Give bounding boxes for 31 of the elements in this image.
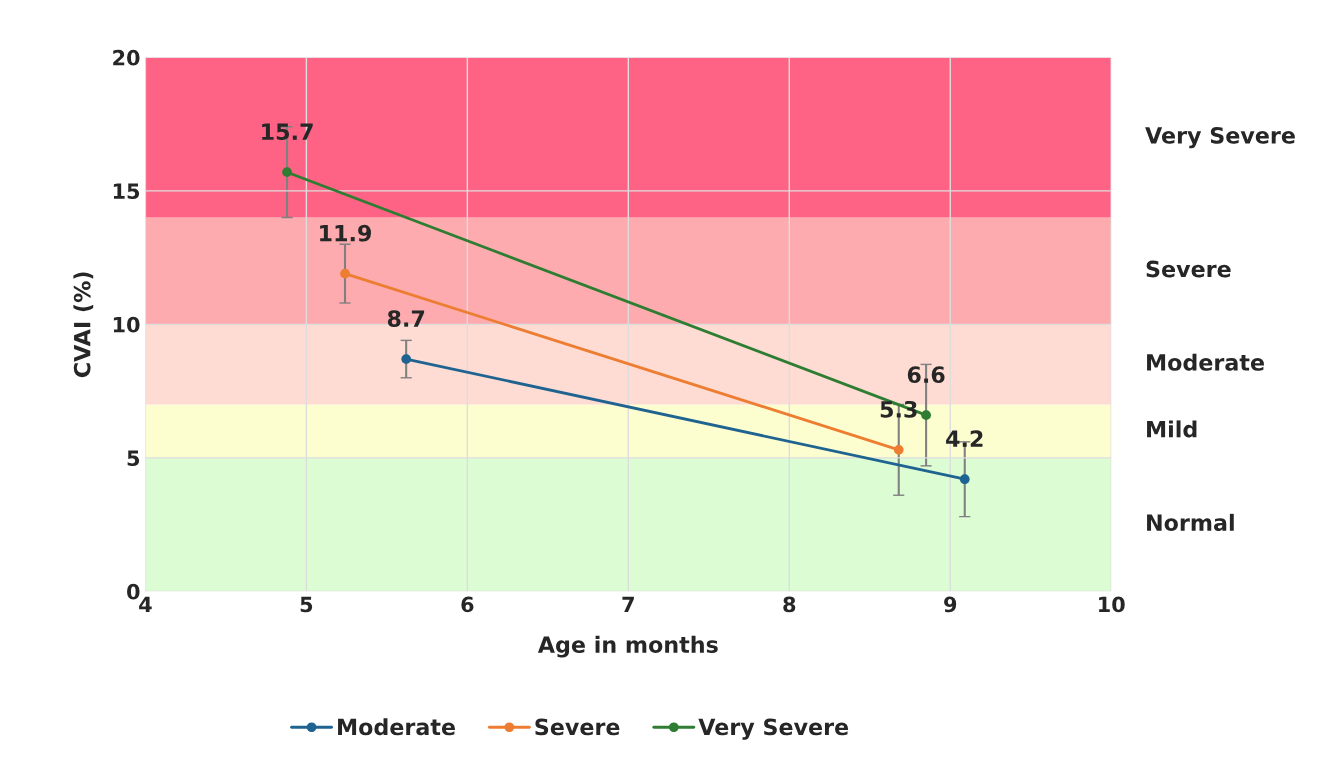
x-tick-label: 8 [783,596,796,613]
band-label: Severe [1146,260,1231,278]
x-axis-title: Age in months [537,635,718,658]
y-tick-label: 20 [113,49,140,66]
y-tick-label: 15 [113,183,140,200]
point [959,474,970,485]
x-tick-label: 5 [300,596,313,613]
x-tick-label: 9 [944,596,957,613]
y-axis-title: CVAI (%) [73,272,94,378]
point [921,410,931,420]
y-tick-label: 0 [127,583,140,600]
x-tick-label: 4 [139,596,152,613]
y-tick-label: 10 [113,316,140,333]
legend-label: Very Severe [698,718,849,740]
point [401,354,412,364]
legend-label: Severe [535,718,620,736]
data-label: 11.9 [320,224,371,242]
point [282,167,292,178]
point [893,444,904,455]
point [340,268,350,279]
band-label: Very Severe [1145,126,1295,149]
band-label: Mild [1147,420,1197,438]
band-label: Normal [1147,513,1234,532]
data-label: 8.7 [387,310,425,327]
x-tick-label: 10 [1099,596,1125,613]
x-tick-label: 7 [622,596,634,613]
legend-label: Moderate [338,718,455,736]
y-tick-label: 5 [127,450,140,467]
band-label: Moderate [1147,353,1264,371]
data-label: 4.2 [946,430,983,447]
x-tick-label: 6 [461,596,474,613]
